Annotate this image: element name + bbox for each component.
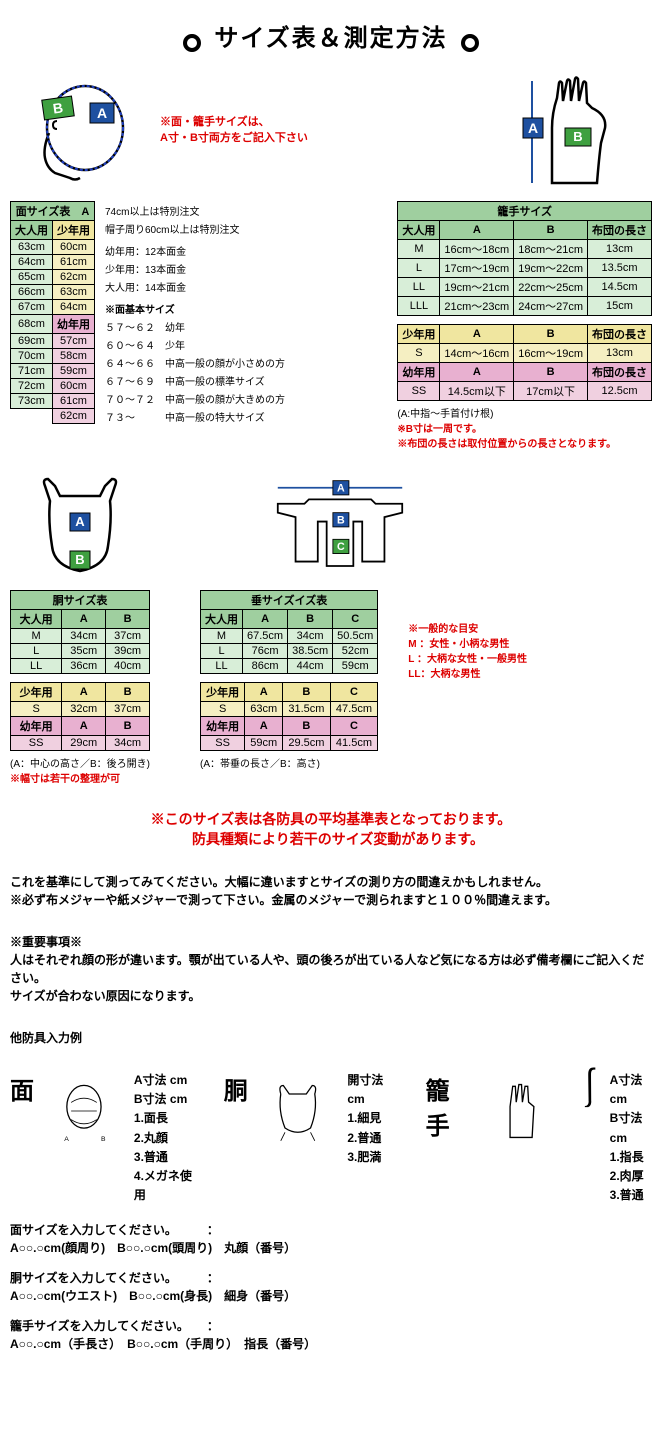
important-notice: ※重要事項※ 人はそれぞれ顔の形が違います。顎が出ている人や、頭の後ろが出ている… (10, 933, 652, 1005)
men-table-title: 面サイズ表 A (11, 202, 95, 221)
input-format-lines: 面サイズを入力してください。 ： A○○.○cm(顔周り) B○○.○cm(頭周… (10, 1221, 652, 1353)
men-size-block: 面サイズ表 A 大人用少年用 63cm60cm 64cm61cm 65cm62c… (10, 201, 95, 424)
kote-input-example: 籠手 ⎰ A寸法 cm B寸法 cm 1.指長 2.肉厚 3.普通 (426, 1071, 652, 1205)
svg-text:A: A (64, 1136, 69, 1143)
title-text: サイズ表＆測定方法 (214, 25, 447, 52)
men-input-example: 面 AB A寸法 cm B寸法 cm 1.面長 2.丸顔 3.普通 4.メガネ使… (10, 1071, 194, 1205)
brace-icon: ⎰ (570, 1071, 610, 1205)
kote-size-table: 籠手サイズ 大人用AB布団の長さ M16cm～18cm18cm～21cm13cm… (397, 201, 652, 316)
svg-text:A: A (337, 482, 345, 494)
tare-size-table: 垂サイズイズ表 大人用ABC M67.5cm34cm50.5cm L76cm38… (200, 590, 378, 674)
tare-diagram: A B C (240, 466, 440, 586)
general-guide: ※一般的な目安 M ：女性・小柄な男性 L ：大柄な女性・一般男性 LL：大柄な… (408, 620, 527, 680)
tare-table-title: 垂サイズイズ表 (201, 591, 378, 610)
dou-size-block: 胴サイズ表 大人用AB M34cm37cm L35cm39cm LL36cm40… (10, 590, 150, 785)
kote-size-block: 籠手サイズ 大人用AB布団の長さ M16cm～18cm18cm～21cm13cm… (397, 201, 652, 450)
kote-note-b: ※B寸は一周です。 (397, 420, 652, 435)
page-title: サイズ表＆測定方法 (10, 18, 652, 53)
kote-note-a: (A:中指～手首付け根) (397, 405, 652, 420)
svg-text:B: B (573, 129, 582, 144)
hand-measurement-diagram: A B (492, 73, 652, 193)
men-kote-note: ※面・籠手サイズは、 A寸・B寸両方をご記入下さい (160, 113, 482, 145)
svg-text:A: A (75, 514, 85, 529)
kote-youth-table: 少年用AB布団の長さ S14cm～16cm16cm～19cm13cm 幼年用AB… (397, 324, 652, 401)
dou-diagram: A B (10, 466, 150, 586)
kote-sketch-icon (488, 1071, 550, 1151)
disclaimer: ※このサイズ表は各防具の平均基準表となっております。 防具種類により若干のサイズ… (10, 809, 652, 849)
svg-text:B: B (101, 1136, 106, 1143)
men-sketch-icon: AB (54, 1071, 114, 1151)
kote-note-c: ※布団の長さは取付位置からの長さとなります。 (397, 435, 652, 450)
measurement-guidance: これを基準にして測ってみてください。大幅に違いますとサイズの測り方の間違えかもし… (10, 873, 652, 909)
circle-decor-right (461, 34, 479, 52)
svg-text:A: A (528, 120, 538, 136)
svg-text:B: B (337, 514, 345, 526)
svg-text:C: C (337, 541, 345, 553)
dou-size-table: 胴サイズ表 大人用AB M34cm37cm L35cm39cm LL36cm40… (10, 590, 150, 674)
kote-table-title: 籠手サイズ (398, 202, 652, 221)
circle-decor-left (183, 34, 201, 52)
dou-input-example: 胴 開寸法 cm 1.細見 2.普通 3.肥満 (224, 1071, 396, 1167)
dou-table-title: 胴サイズ表 (11, 591, 150, 610)
men-notes: 74cm以上は特別注文 帽子周り60cm以上は特別注文 幼年用：12本面金 少年… (105, 203, 285, 424)
head-measurement-diagram: A B (10, 73, 150, 193)
dou-youth-table: 少年用AB S32cm37cm 幼年用AB SS29cm34cm (10, 682, 150, 751)
tare-size-block: 垂サイズイズ表 大人用ABC M67.5cm34cm50.5cm L76cm38… (200, 590, 378, 770)
men-size-table: 面サイズ表 A 大人用少年用 63cm60cm 64cm61cm 65cm62c… (10, 201, 95, 424)
svg-text:B: B (75, 552, 84, 567)
dou-sketch-icon (268, 1071, 328, 1151)
input-examples-title: 他防具入力例 (10, 1029, 652, 1047)
tare-youth-table: 少年用ABC S63cm31.5cm47.5cm 幼年用ABC SS59cm29… (200, 682, 378, 751)
svg-text:A: A (97, 105, 107, 121)
